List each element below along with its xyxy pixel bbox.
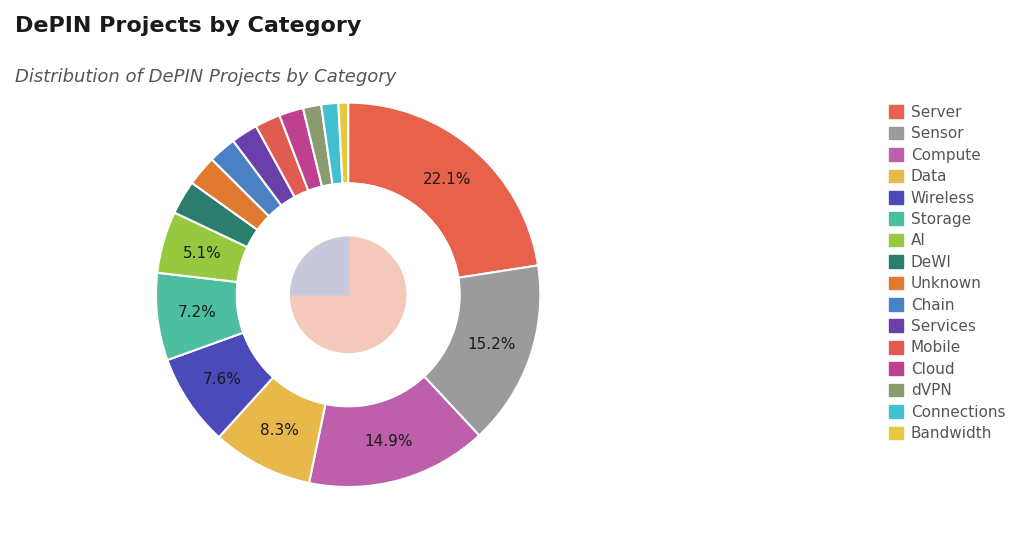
Text: 7.6%: 7.6% [203,372,242,387]
Text: Distribution of DePIN Projects by Category: Distribution of DePIN Projects by Catego… [15,68,396,86]
Wedge shape [322,103,342,185]
Wedge shape [291,237,348,295]
Text: 15.2%: 15.2% [467,337,516,352]
Wedge shape [338,103,348,183]
Wedge shape [174,183,258,247]
Circle shape [237,183,460,406]
Wedge shape [280,108,322,191]
Text: 14.9%: 14.9% [365,434,414,449]
Text: DePIN Projects by Category: DePIN Projects by Category [15,16,361,37]
Text: 7.2%: 7.2% [178,305,217,320]
Wedge shape [291,237,406,353]
Wedge shape [348,103,538,278]
Wedge shape [156,272,244,360]
Wedge shape [256,115,308,197]
Text: 8.3%: 8.3% [260,423,299,438]
Wedge shape [158,212,248,282]
Text: 22.1%: 22.1% [423,172,471,187]
Wedge shape [309,376,479,487]
Legend: Server, Sensor, Compute, Data, Wireless, Storage, AI, DeWI, Unknown, Chain, Serv: Server, Sensor, Compute, Data, Wireless,… [883,99,1012,447]
Wedge shape [191,159,269,230]
Text: 5.1%: 5.1% [183,246,221,260]
Wedge shape [303,104,333,187]
Wedge shape [424,265,541,436]
Text: Dune: Dune [338,282,443,316]
Wedge shape [212,141,282,216]
Wedge shape [219,377,326,483]
Wedge shape [233,126,295,205]
Wedge shape [167,333,273,437]
